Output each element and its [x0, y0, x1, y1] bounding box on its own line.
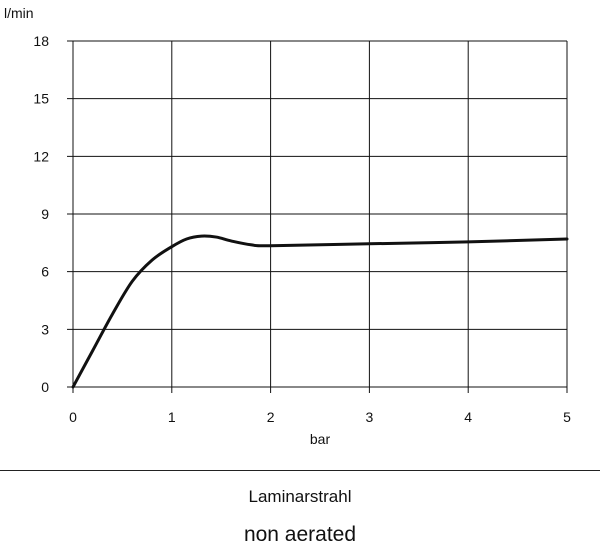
flow-curve — [71, 234, 569, 389]
y-tick-label: 18 — [33, 33, 49, 49]
caption-title: Laminarstrahl — [248, 487, 352, 506]
x-tick-label: 4 — [464, 409, 472, 425]
y-tick-label: 6 — [41, 264, 49, 280]
y-tick-label: 9 — [41, 206, 49, 222]
x-axis-title: bar — [310, 431, 331, 447]
y-tick-label: 12 — [33, 148, 49, 164]
y-tick-label: 15 — [33, 91, 49, 107]
y-tick-label: 3 — [41, 321, 49, 337]
x-tick-label: 0 — [69, 409, 77, 425]
x-tick-label: 1 — [168, 409, 176, 425]
caption-subtitle: non aerated — [243, 523, 357, 546]
y-tick-label: 0 — [41, 379, 49, 395]
caption-divider — [0, 470, 600, 471]
y-axis-title: l/min — [4, 5, 34, 21]
x-tick-label: 2 — [267, 409, 275, 425]
x-tick-label: 5 — [563, 409, 571, 425]
x-tick-label: 3 — [366, 409, 374, 425]
data-series — [71, 234, 569, 389]
grid-lines — [67, 40, 568, 393]
